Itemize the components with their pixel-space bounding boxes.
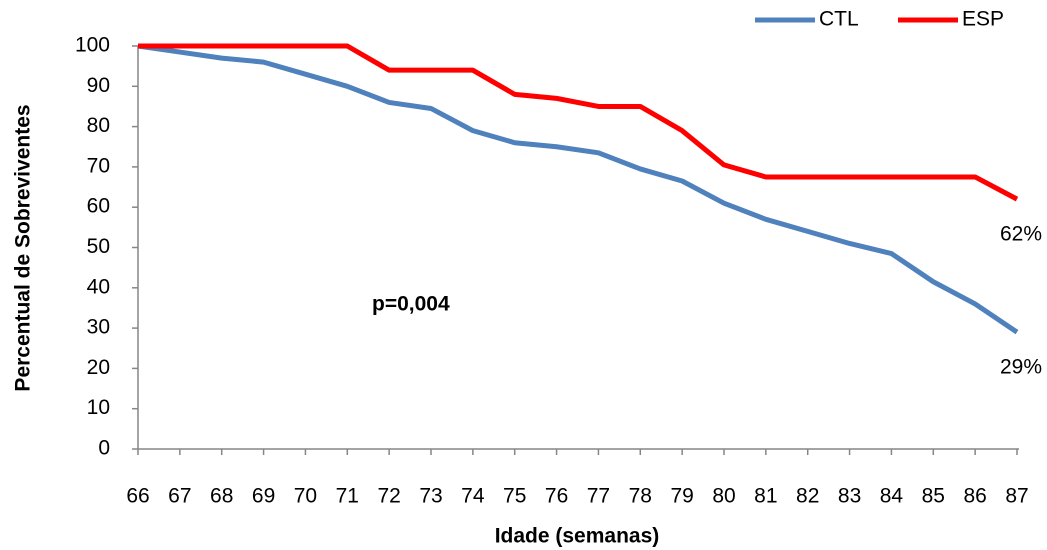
x-tick-label: 79 xyxy=(670,485,693,508)
legend-label: CTL xyxy=(819,8,859,31)
x-tick-label: 81 xyxy=(754,485,777,508)
y-axis-label: Percentual de Sobreviventes xyxy=(12,104,35,391)
y-tick-label: 0 xyxy=(98,437,110,460)
y-tick-label: 40 xyxy=(87,275,110,298)
x-axis-label: Idade (semanas) xyxy=(495,525,660,548)
y-tick-label: 20 xyxy=(87,356,110,379)
line-series xyxy=(138,43,1019,202)
line-series xyxy=(137,43,1019,335)
x-tick-label: 67 xyxy=(168,485,191,508)
x-tick-label: 77 xyxy=(587,485,610,508)
x-tick-label: 71 xyxy=(336,485,359,508)
x-tick-label: 66 xyxy=(126,485,149,508)
x-tick-label: 82 xyxy=(796,485,819,508)
data-label: 29% xyxy=(1000,356,1042,379)
y-tick-label: 50 xyxy=(87,235,110,258)
y-tick-label: 10 xyxy=(87,396,110,419)
x-tick-label: 84 xyxy=(880,485,904,508)
x-tick-label: 76 xyxy=(545,485,568,508)
y-tick-label: 30 xyxy=(87,316,110,339)
x-tick-label: 87 xyxy=(1005,485,1028,508)
x-tick-label: 86 xyxy=(963,485,986,508)
x-tick-label: 70 xyxy=(294,485,317,508)
x-tick-label: 68 xyxy=(210,485,233,508)
x-tick-label: 83 xyxy=(838,485,861,508)
x-tick-label: 75 xyxy=(503,485,526,508)
y-tick-label: 60 xyxy=(87,195,110,218)
annotation: p=0,004 xyxy=(372,293,450,316)
x-tick-label: 80 xyxy=(712,485,735,508)
y-tick-label: 90 xyxy=(87,74,110,97)
x-tick-label: 85 xyxy=(922,485,945,508)
x-tick-label: 73 xyxy=(419,485,442,508)
data-label: 62% xyxy=(1000,223,1042,246)
y-tick-label: 80 xyxy=(87,114,110,137)
legend-label: ESP xyxy=(962,8,1004,31)
x-tick-label: 72 xyxy=(377,485,400,508)
x-tick-label: 69 xyxy=(252,485,275,508)
y-tick-label: 70 xyxy=(87,154,110,177)
y-tick-label: 100 xyxy=(75,34,110,57)
x-tick-label: 74 xyxy=(461,485,485,508)
x-tick-label: 78 xyxy=(629,485,652,508)
